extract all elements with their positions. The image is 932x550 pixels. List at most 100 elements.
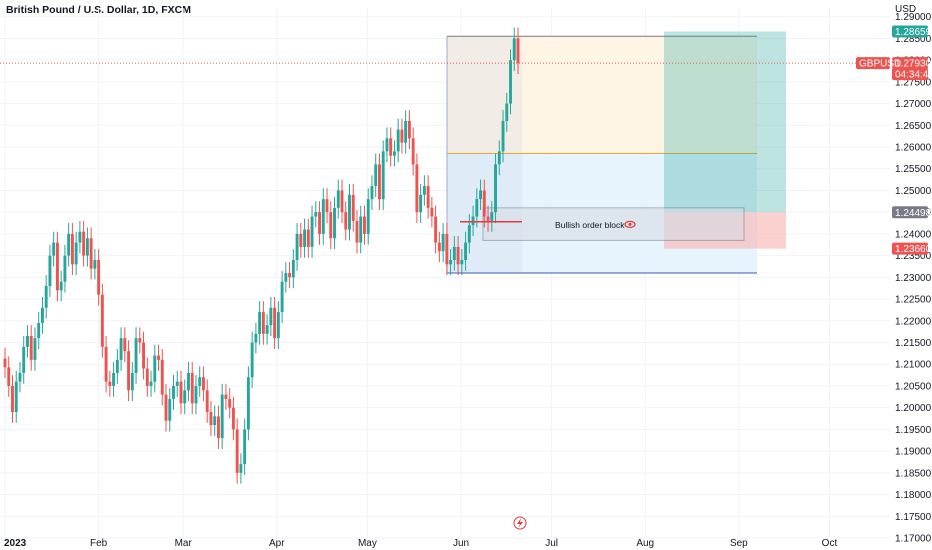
overlay[interactable]: Bullish order block bbox=[0, 62, 890, 530]
price-tick-label: 1.18500 bbox=[895, 468, 932, 479]
candle-body bbox=[142, 342, 145, 369]
candle-body bbox=[295, 233, 299, 260]
candle-body bbox=[127, 351, 131, 391]
candle-body bbox=[97, 259, 101, 295]
candle-body bbox=[175, 381, 179, 386]
candle-body bbox=[467, 225, 471, 243]
candle-body bbox=[190, 372, 194, 404]
candle-body bbox=[33, 338, 37, 360]
candle-body bbox=[70, 233, 74, 265]
price-tick-label: 1.27000 bbox=[895, 99, 932, 110]
time-tick-label: Mar bbox=[175, 538, 193, 549]
candle-body bbox=[261, 312, 265, 334]
candle-body bbox=[325, 199, 329, 213]
candle-body bbox=[108, 381, 112, 386]
candle-body bbox=[194, 385, 198, 404]
target-price-tag-text: 1.28659 bbox=[895, 27, 932, 38]
candle-body bbox=[44, 286, 48, 308]
candle-body bbox=[231, 407, 235, 430]
candle-body bbox=[168, 398, 172, 421]
order-block-box[interactable] bbox=[482, 207, 745, 241]
candle-body bbox=[404, 120, 408, 143]
profit-zone[interactable] bbox=[664, 31, 786, 213]
time-axis[interactable]: 2023 Feb Mar Apr May Jun Jul Aug Sep Oct bbox=[4, 538, 837, 549]
candle-body bbox=[351, 194, 355, 221]
candle-body bbox=[187, 372, 190, 391]
candle-body bbox=[213, 416, 217, 426]
candle-body bbox=[112, 372, 116, 386]
candle-body bbox=[198, 377, 202, 386]
candle-body bbox=[344, 212, 348, 230]
price-axis[interactable]: USD 1.290001.285001.280001.275001.270001… bbox=[895, 4, 932, 545]
candle-body bbox=[479, 190, 483, 200]
lightning-icon[interactable] bbox=[513, 516, 527, 530]
eye-outline bbox=[624, 220, 636, 228]
price-tick-label: 1.22000 bbox=[895, 316, 932, 327]
candle-body bbox=[494, 164, 497, 213]
candle-body bbox=[340, 190, 344, 213]
candle-body bbox=[26, 335, 29, 347]
candle-body bbox=[22, 346, 26, 373]
candle-body bbox=[273, 307, 277, 339]
price-tick-label: 1.27500 bbox=[895, 77, 932, 88]
candle-body bbox=[288, 273, 292, 278]
candle-body bbox=[321, 199, 325, 234]
candle-body bbox=[3, 358, 7, 368]
time-tick-label: Aug bbox=[636, 538, 654, 549]
candle-body bbox=[445, 233, 449, 265]
candle-body bbox=[280, 281, 284, 313]
candle-body bbox=[385, 138, 389, 152]
entry-price-tag-bg bbox=[892, 206, 928, 219]
candle-body bbox=[449, 259, 453, 265]
candle-body bbox=[389, 138, 393, 156]
candle-body bbox=[456, 246, 460, 265]
entry-price-tag: 1.24498 bbox=[892, 206, 932, 219]
time-tick-label: Feb bbox=[90, 538, 108, 549]
symbol-price-tag: GBPUSD bbox=[856, 57, 901, 70]
candle-body bbox=[475, 199, 479, 217]
time-tick-label: May bbox=[358, 538, 377, 549]
candle-body bbox=[119, 338, 123, 360]
candle-body bbox=[7, 367, 11, 386]
candle-body bbox=[430, 207, 434, 217]
candle-body bbox=[437, 242, 441, 252]
candle-body bbox=[374, 164, 378, 187]
candle-body bbox=[130, 372, 134, 391]
candle-body bbox=[486, 216, 490, 221]
price-tick-label: 1.26500 bbox=[895, 121, 932, 132]
candle-body bbox=[220, 394, 224, 439]
candle-body bbox=[329, 212, 333, 239]
target-price-tag-bg bbox=[892, 25, 928, 38]
price-tick-label: 1.25000 bbox=[895, 186, 932, 197]
price-tick-label: 1.19500 bbox=[895, 425, 932, 436]
candle-body bbox=[246, 377, 250, 430]
candle-body bbox=[149, 381, 153, 386]
candle-body bbox=[29, 335, 33, 360]
price-tick-label: 1.29000 bbox=[895, 12, 932, 23]
candle-body bbox=[411, 138, 415, 165]
price-tick-label: 1.17500 bbox=[895, 512, 932, 523]
eye-icon[interactable] bbox=[624, 220, 636, 228]
candle-body bbox=[471, 216, 475, 226]
candle-body bbox=[310, 216, 314, 247]
candle-body bbox=[209, 412, 213, 426]
candle-body bbox=[396, 129, 400, 152]
candle-body bbox=[441, 233, 445, 252]
candle-body bbox=[497, 151, 501, 165]
candle-body bbox=[55, 242, 59, 291]
currency-label: USD bbox=[895, 4, 916, 15]
candle-body bbox=[370, 186, 374, 200]
candle-body bbox=[460, 259, 464, 265]
fib-zone-upper[interactable] bbox=[447, 36, 757, 154]
time-tick-label: Jul bbox=[545, 538, 558, 549]
time-tick-label: Jun bbox=[453, 538, 469, 549]
eye-pupil bbox=[628, 222, 632, 226]
candle-body bbox=[172, 385, 175, 399]
countdown-tag: 04:34:47 bbox=[892, 68, 932, 81]
candle-body bbox=[265, 325, 269, 334]
candle-body bbox=[205, 390, 209, 413]
countdown-bg bbox=[892, 68, 928, 81]
candle-body bbox=[512, 38, 516, 61]
candle-body bbox=[490, 212, 494, 221]
